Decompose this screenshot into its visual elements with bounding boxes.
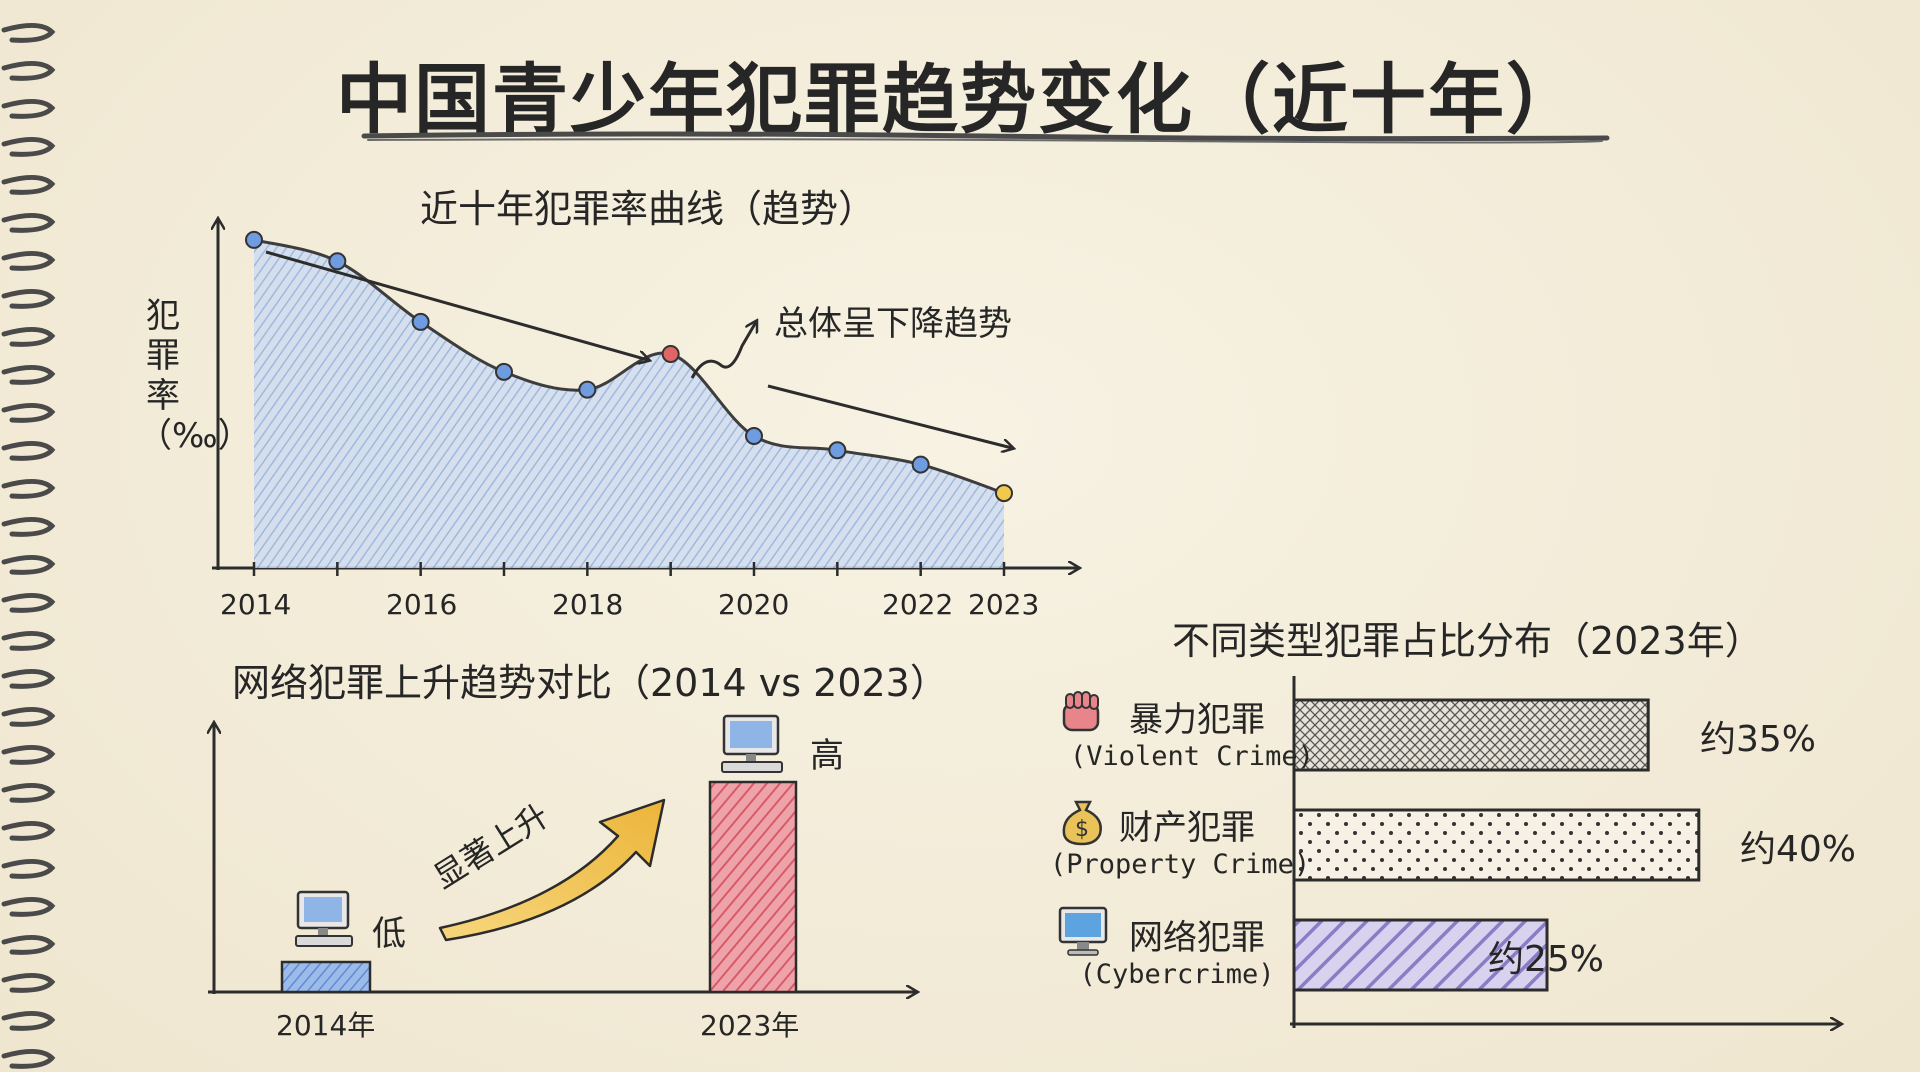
tick-label-2016: 2016 xyxy=(386,588,458,621)
money-bag-icon: $ xyxy=(1062,800,1102,846)
tick-label-2020: 2020 xyxy=(718,588,790,621)
category-violent-en: (Violent Crime) xyxy=(1070,741,1314,772)
data-point-2020 xyxy=(745,427,763,446)
line-chart-area xyxy=(254,239,1004,568)
category-cyber-cn: 网络犯罪 xyxy=(1129,918,1265,958)
tick-label-2018: 2018 xyxy=(552,588,624,621)
high-label: 高 xyxy=(810,736,844,776)
category-cyber: 网络犯罪 (Cybercrime) xyxy=(1070,910,1284,990)
category-property-en: (Property Crime) xyxy=(1050,849,1311,880)
line-chart-series-line xyxy=(253,238,1005,495)
spiral-binding xyxy=(1,23,56,1069)
data-point-2022 xyxy=(911,455,930,474)
category-violent-cn: 暴力犯罪 xyxy=(1129,700,1265,740)
data-point-2015 xyxy=(328,252,347,271)
bar-cyber xyxy=(1292,918,1549,992)
tick-label-2014: 2014 xyxy=(220,588,292,621)
trend-annotation: 总体呈下降趋势 xyxy=(774,304,1012,344)
data-point-2016 xyxy=(411,312,430,331)
compare-chart-subtitle: 网络犯罪上升趋势对比（2014 vs 2023） xyxy=(232,661,948,705)
value-label-property: 约40% xyxy=(1740,829,1857,870)
bar-violent xyxy=(1292,698,1650,772)
category-cyber-en: (Cybercrime) xyxy=(1079,959,1275,990)
trend-arrow-2 xyxy=(767,384,1012,448)
category-property: 财产犯罪 (Property Crime) xyxy=(1050,800,1311,880)
bar-2023 xyxy=(708,780,798,994)
data-point-2019 xyxy=(661,345,680,363)
computer-icon-cyber xyxy=(1058,906,1108,956)
data-point-2017 xyxy=(495,362,513,381)
bar-2014 xyxy=(280,960,372,994)
bar-property xyxy=(1292,808,1701,882)
trend-arrow-1 xyxy=(265,250,648,360)
fist-icon xyxy=(1062,691,1100,732)
data-point-2023 xyxy=(995,484,1013,503)
title-underline xyxy=(361,131,1610,144)
category-violent: 暴力犯罪 (Violent Crime) xyxy=(1070,692,1314,772)
svg-text:$: $ xyxy=(1075,817,1089,842)
page-title: 中国青少年犯罪趋势变化（近十年） xyxy=(336,55,1584,144)
data-point-2018 xyxy=(578,380,597,399)
annotation-arrow xyxy=(690,322,756,379)
category-2014: 2014年 xyxy=(276,1009,376,1042)
bar-chart-subtitle: 不同类型犯罪占比分布（2023年） xyxy=(1172,619,1763,663)
tick-label-2022: 2022 xyxy=(882,588,954,621)
data-point-2014 xyxy=(245,230,263,249)
low-label: 低 xyxy=(372,914,406,954)
value-label-violent: 约35% xyxy=(1700,719,1817,760)
rising-arrow xyxy=(438,798,666,942)
tick-label-2023: 2023 xyxy=(968,588,1040,621)
line-chart-subtitle: 近十年犯罪率曲线（趋势） xyxy=(420,187,877,231)
value-label-cyber: 约25% xyxy=(1488,939,1605,980)
computer-icon-2014 xyxy=(295,890,353,947)
data-point-2021 xyxy=(828,441,847,460)
category-2023: 2023年 xyxy=(700,1009,800,1042)
computer-icon-2023 xyxy=(721,714,783,773)
category-property-cn: 财产犯罪 xyxy=(1119,808,1255,848)
